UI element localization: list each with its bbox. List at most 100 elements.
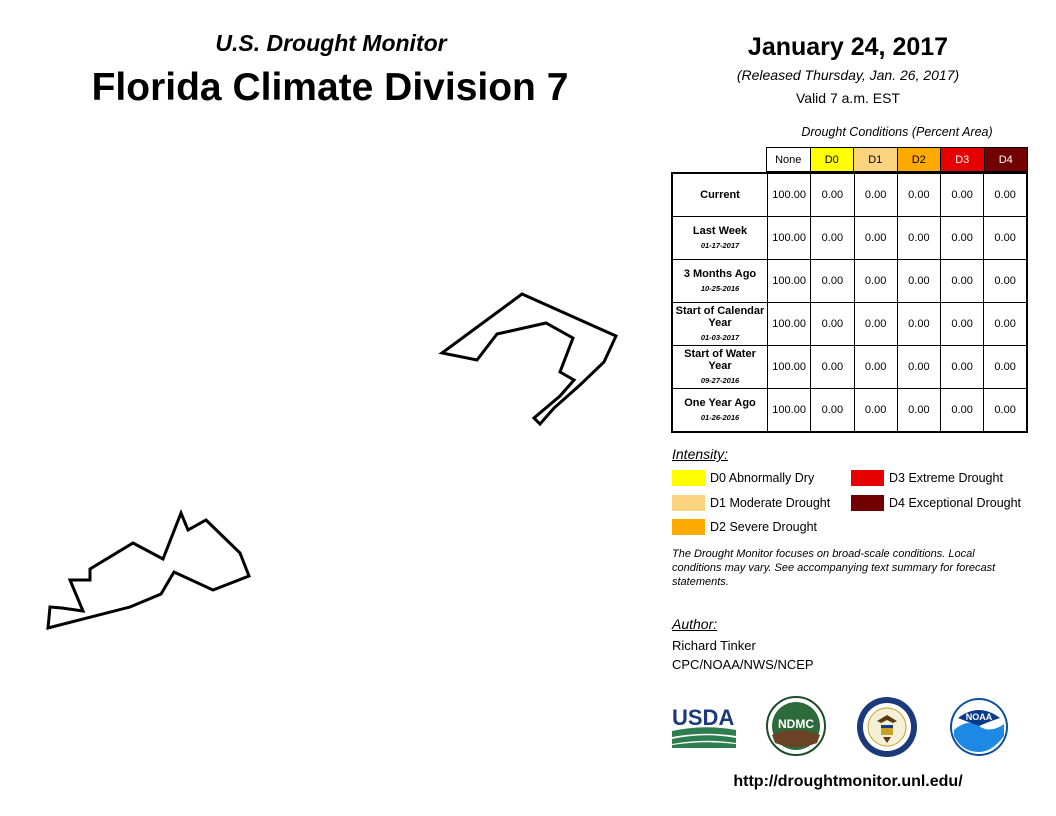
map-subtitle: U.S. Drought Monitor bbox=[215, 30, 447, 56]
division-map bbox=[46, 292, 618, 630]
commerce-seal-logo bbox=[857, 697, 917, 757]
legend-item-d3: D3 Extreme Drought bbox=[851, 470, 1003, 486]
header-none: None bbox=[766, 147, 811, 172]
map-date: January 24, 2017 bbox=[747, 33, 949, 61]
row-label: Last Week 01-17-2017 bbox=[671, 216, 768, 260]
row-date: 09-27-2016 bbox=[700, 375, 740, 385]
row-label-text: Start of Water Year bbox=[684, 347, 756, 372]
table-cell: 0.00 bbox=[896, 302, 942, 346]
row-date: 01-26-2016 bbox=[700, 412, 740, 422]
author-label: Author: bbox=[672, 616, 718, 632]
ndmc-logo-text: NDMC bbox=[778, 717, 814, 731]
header-d1: D1 bbox=[854, 147, 898, 172]
legend-swatch-d1 bbox=[672, 495, 705, 511]
ndmc-logo: NDMC bbox=[766, 696, 826, 756]
table-cell: 0.00 bbox=[896, 388, 942, 433]
intensity-label: Intensity: bbox=[672, 446, 729, 462]
table-cell: 0.00 bbox=[853, 172, 898, 217]
legend-label-d3: D3 Extreme Drought bbox=[889, 471, 1003, 485]
table-cell: 0.00 bbox=[896, 345, 942, 389]
legend-swatch-d0 bbox=[672, 470, 705, 486]
table-cell: 100.00 bbox=[766, 345, 812, 389]
legend-item-d1: D1 Moderate Drought bbox=[672, 495, 830, 511]
row-date: 01-03-2017 bbox=[700, 332, 740, 342]
table-cell: 100.00 bbox=[766, 172, 812, 217]
table-cell: 0.00 bbox=[983, 259, 1028, 303]
noaa-logo: NOAA bbox=[950, 698, 1008, 756]
table-cell: 0.00 bbox=[810, 216, 855, 260]
table-cell: 0.00 bbox=[939, 388, 985, 433]
table-cell: 0.00 bbox=[896, 216, 942, 260]
table-cell: 100.00 bbox=[766, 302, 812, 346]
row-label: 3 Months Ago 10-25-2016 bbox=[671, 259, 768, 303]
table-cell: 0.00 bbox=[939, 302, 985, 346]
row-label-text: 3 Months Ago bbox=[683, 267, 757, 280]
table-cell: 0.00 bbox=[853, 388, 898, 433]
header-d3: D3 bbox=[941, 147, 985, 172]
legend-label-d2: D2 Severe Drought bbox=[710, 520, 818, 534]
website-link[interactable]: http://droughtmonitor.unl.edu/ bbox=[733, 773, 963, 790]
legend-swatch-d2 bbox=[672, 519, 705, 535]
legend-item-d4: D4 Exceptional Drought bbox=[851, 495, 1021, 511]
header-d0: D0 bbox=[810, 147, 854, 172]
table-cell: 0.00 bbox=[810, 388, 855, 433]
table-cell: 0.00 bbox=[983, 388, 1028, 433]
table-cell: 0.00 bbox=[983, 302, 1028, 346]
table-cell: 100.00 bbox=[766, 388, 812, 433]
row-date: 10-25-2016 bbox=[700, 283, 740, 293]
legend-item-d0: D0 Abnormally Dry bbox=[672, 470, 814, 486]
table-header-row: None D0 D1 D2 D3 D4 bbox=[766, 147, 1028, 172]
legend-label-d0: D0 Abnormally Dry bbox=[710, 471, 815, 485]
row-label-text: One Year Ago bbox=[684, 396, 756, 409]
usda-logo-text: USDA bbox=[672, 705, 734, 730]
row-label: One Year Ago 01-26-2016 bbox=[671, 388, 768, 433]
legend-swatch-d4 bbox=[851, 495, 884, 511]
division-region-north bbox=[438, 292, 618, 427]
table-cell: 0.00 bbox=[810, 345, 855, 389]
table-cell: 0.00 bbox=[939, 216, 985, 260]
table-row: Current 100.00 0.00 0.00 0.00 0.00 0.00 bbox=[671, 172, 1028, 217]
table-row: 3 Months Ago 10-25-2016 100.00 0.00 0.00 0.00… bbox=[671, 259, 1028, 303]
legend-label-d1: D1 Moderate Drought bbox=[710, 496, 831, 510]
row-date: 01-17-2017 bbox=[700, 240, 740, 250]
table-cell: 0.00 bbox=[939, 172, 985, 217]
table-cell: 0.00 bbox=[939, 345, 985, 389]
release-date: (Released Thursday, Jan. 26, 2017) bbox=[736, 67, 960, 83]
table-cell: 100.00 bbox=[766, 259, 812, 303]
table-cell: 0.00 bbox=[853, 259, 898, 303]
header-d4: D4 bbox=[984, 147, 1028, 172]
table-cell: 0.00 bbox=[853, 302, 898, 346]
legend-item-d2: D2 Severe Drought bbox=[672, 519, 817, 535]
table-cell: 0.00 bbox=[853, 345, 898, 389]
table-row: Start of Calendar Year 01-03-2017 100.00 0.… bbox=[671, 302, 1028, 346]
row-label-text: Current bbox=[700, 189, 740, 201]
map-title: Florida Climate Division 7 bbox=[91, 66, 569, 109]
row-label: Start of Calendar Year 01-03-2017 bbox=[671, 302, 768, 346]
drought-conditions-table: Current 100.00 0.00 0.00 0.00 0.00 0.00 Last We… bbox=[671, 172, 1028, 433]
legend-swatch-d3 bbox=[851, 470, 884, 486]
table-cell: 0.00 bbox=[896, 172, 942, 217]
row-label: Start of Water Year 09-27-2016 bbox=[671, 345, 768, 389]
table-cell: 0.00 bbox=[939, 259, 985, 303]
table-cell: 0.00 bbox=[983, 216, 1028, 260]
author-name: Richard Tinker bbox=[672, 638, 756, 653]
table-cell: 0.00 bbox=[810, 172, 855, 217]
table-cell: 0.00 bbox=[896, 259, 942, 303]
valid-time: Valid 7 a.m. EST bbox=[795, 90, 900, 106]
header-d2: D2 bbox=[897, 147, 941, 172]
noaa-logo-text: NOAA bbox=[966, 712, 993, 722]
table-row: One Year Ago 01-26-2016 100.00 0.00 0.00 0.00… bbox=[671, 388, 1028, 433]
row-label: Current bbox=[671, 172, 768, 217]
table-caption: Drought Conditions (Percent Area) bbox=[801, 125, 993, 139]
table-cell: 0.00 bbox=[810, 302, 855, 346]
table-cell: 0.00 bbox=[983, 345, 1028, 389]
row-label-text: Last Week bbox=[692, 224, 748, 237]
table-cell: 0.00 bbox=[810, 259, 855, 303]
table-row: Start of Water Year 09-27-2016 100.00 0.00 0… bbox=[671, 345, 1028, 389]
usda-logo: USDA bbox=[672, 705, 736, 748]
table-cell: 0.00 bbox=[853, 216, 898, 260]
table-cell: 0.00 bbox=[983, 172, 1028, 217]
division-region-south bbox=[46, 508, 251, 630]
disclaimer-note: The Drought Monitor focuses on broad-sca… bbox=[672, 548, 996, 588]
author-org: CPC/NOAA/NWS/NCEP bbox=[672, 657, 814, 672]
